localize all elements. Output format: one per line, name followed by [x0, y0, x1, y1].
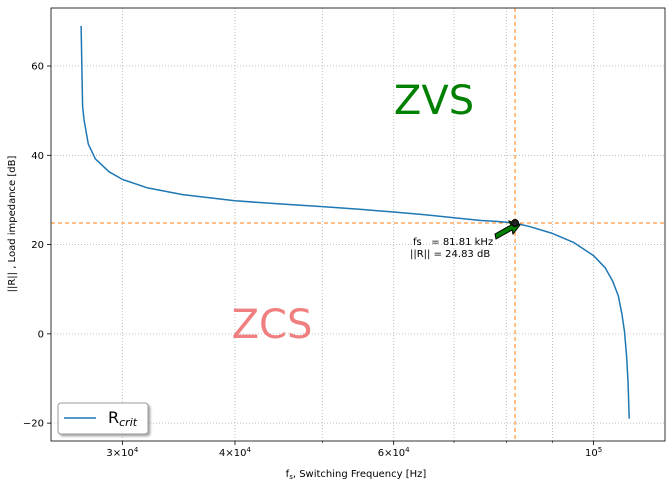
x-tick-label: 6×104: [378, 446, 410, 459]
y-axis-label: ||R|| , Load impedance [dB]: [7, 156, 18, 293]
y-tick-label: 0: [38, 329, 44, 340]
zcs-region-label: ZCS: [232, 302, 313, 348]
annotation-impedance: ||R|| = 24.83 dB: [410, 249, 490, 260]
y-tick-label: 60: [31, 62, 44, 73]
grid: [51, 8, 665, 441]
y-tick-label: 40: [31, 151, 44, 162]
operating-point-marker: [511, 219, 520, 228]
reference-lines: [51, 8, 665, 441]
series-layer: [80, 25, 630, 419]
legend-label: Rcrit: [108, 408, 138, 429]
series-line-rcrit: [80, 25, 630, 419]
y-tick-label: 20: [31, 240, 44, 251]
annotation-frequency: fs = 81.81 kHz: [413, 237, 493, 248]
ticks: −20 0 20 40 60 3×104 4×104 6×104 105: [23, 62, 602, 459]
x-tick-label: 4×104: [219, 446, 251, 459]
y-tick-label: −20: [23, 419, 44, 430]
plot-area: [51, 8, 665, 441]
legend: Rcrit: [57, 402, 149, 435]
x-tick-label: 105: [585, 446, 602, 459]
x-tick-label: 3×104: [106, 446, 138, 459]
zvs-region-label: ZVS: [394, 78, 474, 124]
x-axis-label: fs, Switching Frequency [Hz]: [286, 469, 427, 481]
axes-frame: [50, 7, 666, 442]
legend-box: [57, 402, 149, 435]
